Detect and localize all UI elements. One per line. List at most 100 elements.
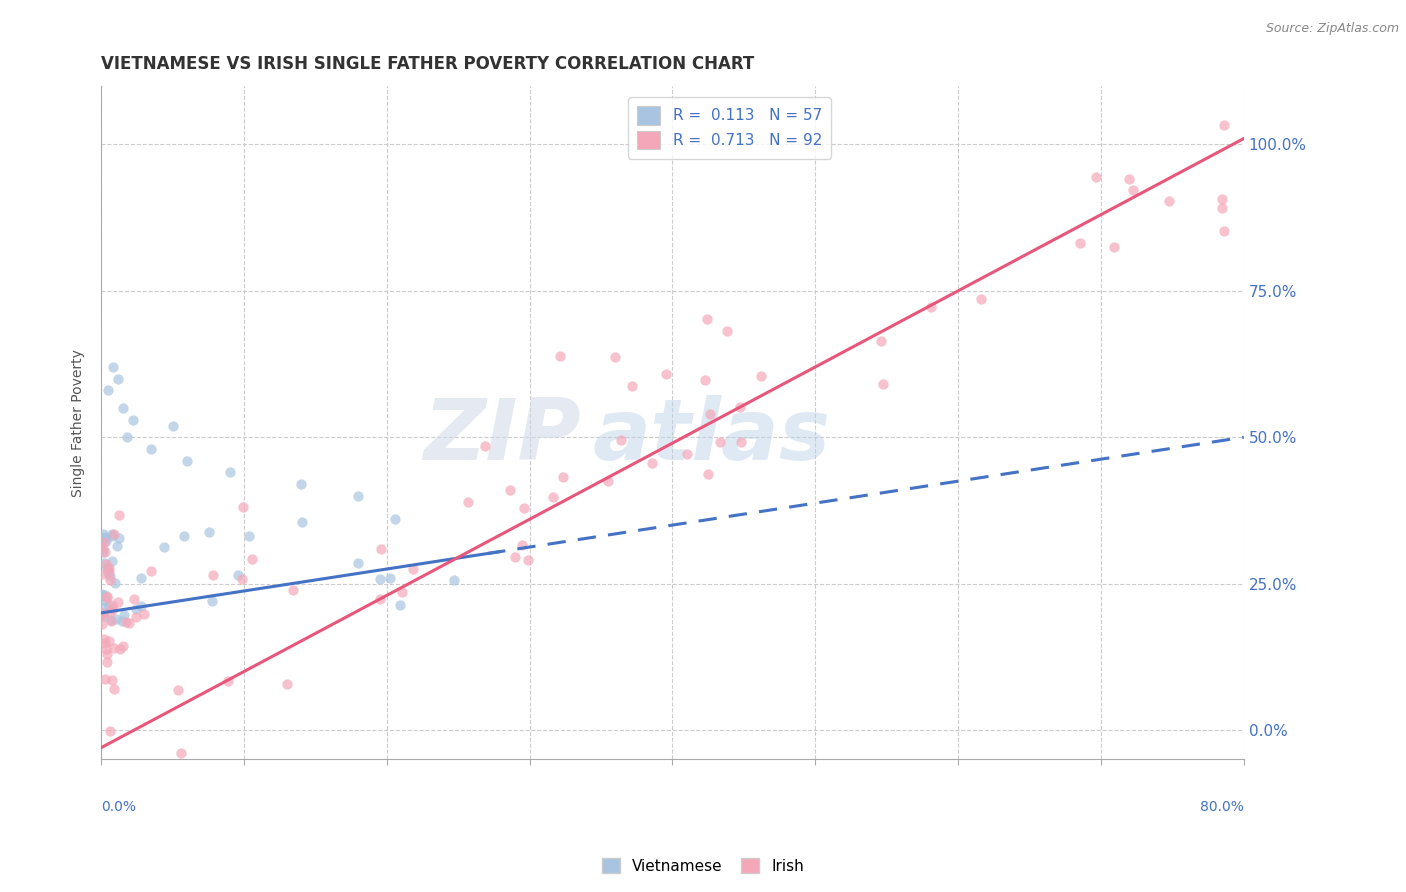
Point: [100, 614, 122, 628]
Point: [98, 573, 121, 587]
Point: [920, 301, 942, 315]
Point: [730, 434, 752, 449]
Point: [696, 312, 718, 326]
Point: [170, 746, 193, 760]
Point: [114, 615, 136, 630]
Point: [368, 592, 391, 607]
Point: [91, 566, 114, 581]
Point: [97, 633, 120, 648]
Point: [139, 564, 162, 578]
Point: [108, 508, 131, 523]
Point: [548, 349, 571, 363]
Point: [695, 373, 717, 387]
Point: [1084, 170, 1107, 185]
Point: [98, 599, 121, 614]
Point: [90, 587, 112, 601]
Point: [121, 412, 143, 426]
Point: [111, 639, 134, 653]
Point: [132, 607, 155, 621]
Point: [499, 483, 522, 497]
Point: [749, 369, 772, 384]
Point: [108, 641, 131, 656]
Point: [103, 681, 125, 696]
Point: [98, 605, 121, 619]
Point: [103, 640, 125, 655]
Point: [730, 401, 752, 415]
Point: [97, 384, 120, 398]
Point: [391, 585, 413, 599]
Point: [93, 636, 115, 650]
Point: [103, 527, 125, 541]
Point: [202, 568, 225, 582]
Point: [91, 617, 114, 632]
Point: [226, 568, 249, 582]
Point: [96, 560, 118, 574]
Point: [96, 591, 118, 605]
Point: [101, 598, 124, 612]
Point: [238, 529, 260, 543]
Point: [197, 524, 219, 539]
Point: [93, 556, 115, 570]
Point: [107, 594, 129, 608]
Point: [346, 556, 368, 570]
Point: [100, 615, 122, 629]
Point: [91, 541, 114, 556]
Point: [457, 495, 479, 509]
Point: [96, 648, 118, 662]
Point: [641, 456, 664, 470]
Point: [503, 550, 526, 565]
Point: [276, 677, 298, 691]
Point: [98, 565, 121, 579]
Point: [98, 724, 121, 739]
Point: [1118, 172, 1140, 186]
Point: [1122, 183, 1144, 197]
Text: atlas: atlas: [592, 394, 831, 477]
Legend: Vietnamese, Irish: Vietnamese, Irish: [596, 852, 810, 880]
Point: [129, 599, 152, 614]
Point: [93, 609, 115, 624]
Point: [388, 598, 411, 612]
Point: [1069, 236, 1091, 251]
Point: [474, 439, 496, 453]
Point: [176, 453, 198, 467]
Point: [94, 672, 117, 686]
Point: [97, 561, 120, 575]
Point: [1211, 201, 1233, 215]
Point: [347, 489, 370, 503]
Point: [516, 553, 538, 567]
Point: [231, 572, 253, 586]
Point: [93, 533, 115, 547]
Point: [101, 673, 124, 687]
Point: [124, 601, 146, 615]
Legend: R =  0.113   N = 57, R =  0.713   N = 92: R = 0.113 N = 57, R = 0.713 N = 92: [628, 97, 831, 159]
Point: [94, 589, 117, 603]
Point: [97, 566, 120, 581]
Point: [91, 527, 114, 541]
Point: [90, 540, 112, 554]
Point: [103, 602, 125, 616]
Point: [94, 642, 117, 657]
Point: [107, 531, 129, 545]
Point: [970, 292, 993, 306]
Point: [111, 401, 134, 415]
Point: [443, 573, 465, 587]
Point: [115, 430, 138, 444]
Point: [709, 434, 731, 449]
Point: [380, 571, 402, 585]
Point: [218, 466, 240, 480]
Point: [122, 591, 145, 606]
Point: [96, 557, 118, 571]
Point: [872, 377, 894, 392]
Point: [551, 469, 574, 483]
Point: [98, 561, 121, 575]
Point: [675, 447, 697, 461]
Point: [107, 371, 129, 385]
Text: VIETNAMESE VS IRISH SINGLE FATHER POVERTY CORRELATION CHART: VIETNAMESE VS IRISH SINGLE FATHER POVERT…: [101, 55, 755, 73]
Point: [610, 433, 633, 447]
Point: [384, 512, 406, 526]
Point: [173, 529, 195, 543]
Point: [124, 610, 146, 624]
Point: [240, 552, 263, 566]
Point: [281, 582, 304, 597]
Point: [716, 324, 738, 338]
